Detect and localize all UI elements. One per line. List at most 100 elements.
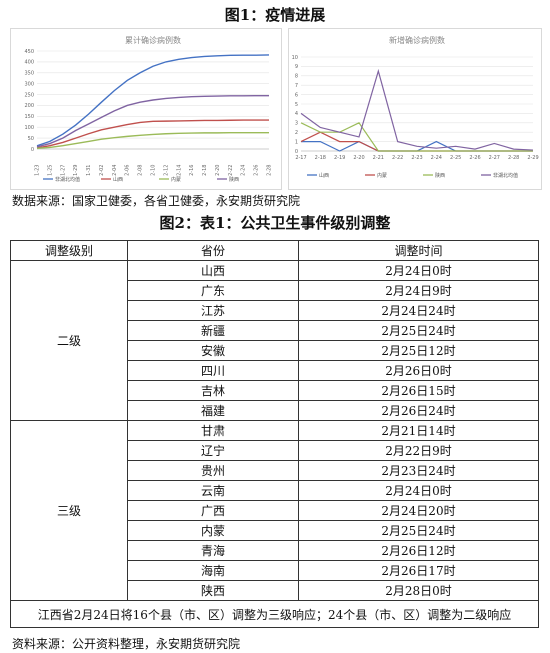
time-cell: 2月24日9时	[298, 280, 539, 301]
province-cell: 新疆	[127, 320, 299, 341]
table-header-row: 调整级别 省份 调整时间	[10, 240, 539, 261]
time-cell: 2月24日0时	[298, 480, 539, 501]
time-cell: 2月21日14时	[298, 420, 539, 441]
table-note-row: 江西省2月24日将16个县（市、区）调整为三级响应；24个县（市、区）调整为二级…	[10, 600, 539, 628]
chart2-y-tick-label: 10	[292, 55, 298, 61]
chart1-series-line-1	[36, 119, 269, 149]
province-cell: 吉林	[127, 380, 299, 401]
time-cell: 2月24日24时	[298, 300, 539, 321]
chart1-legend-label: 陕西	[229, 176, 239, 183]
time-cell: 2月22日9时	[298, 440, 539, 461]
chart2-y-tick-label: 5	[295, 102, 298, 108]
chart1-legend-label: 非湖北均值	[55, 176, 80, 183]
table-row: 贵州 2月23日24时	[11, 460, 539, 481]
table-row: 广西 2月24日20时	[11, 500, 539, 521]
cumulative-cases-chart: 累计确诊病例数 0 50 100 150 200 250 300 350 400 450 1-23 1-…	[10, 28, 282, 190]
chart1-x-tick-label: 2-26	[254, 165, 260, 176]
chart2-y-tick-label: 8	[295, 74, 298, 80]
chart2-x-tick-label: 2-22	[392, 155, 403, 161]
chart1-y-tick-label: 400	[24, 60, 34, 66]
province-cell: 青海	[127, 540, 299, 561]
chart1-x-tick-label: 2-22	[228, 165, 234, 176]
time-cell: 2月25日12时	[298, 340, 539, 361]
chart1-x-tick-label: 1-31	[86, 165, 92, 176]
chart2-x-tick-label: 2-28	[508, 155, 519, 161]
chart2-y-tick-label: 9	[295, 64, 298, 70]
figure2-title: 图2：表1：公共卫生事件级别调整	[159, 214, 391, 232]
chart1-x-tick-label: 2-18	[202, 165, 208, 176]
chart2-title: 新增确诊病例数	[389, 35, 445, 45]
time-cell: 2月28日0时	[298, 580, 539, 601]
chart2-x-tick-label: 2-29	[527, 155, 538, 161]
chart2-x-tick-label: 2-25	[450, 155, 461, 161]
chart2-legend-label: 非湖北均值	[493, 172, 518, 179]
province-cell: 安徽	[127, 340, 299, 361]
chart2-legend-label: 山西	[319, 172, 329, 179]
province-cell: 陕西	[127, 580, 299, 601]
province-cell: 甘肃	[127, 420, 299, 441]
chart1-x-tick-label: 2-04	[112, 165, 118, 176]
header-province: 省份	[127, 240, 299, 261]
chart2-legend-label: 内蒙	[377, 172, 387, 179]
chart1-series-line-2	[36, 131, 269, 150]
header-level: 调整级别	[10, 240, 128, 261]
chart1-x-tick-label: 2-20	[215, 165, 221, 176]
time-cell: 2月25日24时	[298, 520, 539, 541]
table-note: 江西省2月24日将16个县（市、区）调整为三级响应；24个县（市、区）调整为二级…	[10, 600, 539, 628]
chart2-x-tick-label: 2-17	[295, 155, 306, 161]
chart1-y-tick-label: 50	[28, 136, 34, 142]
chart2-series-line-3	[300, 68, 534, 151]
figure1-title: 图1：疫情进展	[224, 6, 326, 24]
table-row: 海南 2月26日17时	[11, 560, 539, 581]
table-row: 四川 2月26日0时	[11, 360, 539, 381]
table-row: 江苏 2月24日24时	[11, 300, 539, 321]
chart1-series-line-3	[36, 94, 269, 148]
table-row: 云南 2月24日0时	[11, 480, 539, 501]
province-cell: 广西	[127, 500, 299, 521]
time-cell: 2月26日12时	[298, 540, 539, 561]
table-row: 安徽 2月25日12时	[11, 340, 539, 361]
province-cell: 广东	[127, 280, 299, 301]
chart1-x-tick-label: 2-12	[163, 165, 169, 176]
cumulative-cases-svg: 累计确诊病例数 0 50 100 150 200 250 300 350 400 450 1-23 1-…	[24, 35, 272, 183]
chart2-legend-label: 陕西	[435, 172, 445, 179]
province-cell: 云南	[127, 480, 299, 501]
chart1-x-tick-label: 1-29	[73, 165, 79, 176]
chart1-y-tick-label: 0	[31, 147, 34, 153]
province-cell: 贵州	[127, 460, 299, 481]
chart1-y-tick-label: 100	[24, 125, 34, 131]
chart1-x-tick-label: 2-08	[138, 165, 144, 176]
table-body: 二级 山西 2月24日0时 广东 2月24日9时 江苏 2月24日24时 新疆 2月25日24时…	[10, 260, 539, 628]
chart2-y-tick-label: 2	[295, 130, 298, 136]
chart2-y-tick-label: 1	[295, 139, 298, 145]
chart1-y-tick-label: 150	[24, 114, 34, 120]
time-cell: 2月26日24时	[298, 400, 539, 421]
time-cell: 2月26日17时	[298, 560, 539, 581]
level-cell: 二级	[10, 260, 128, 421]
province-cell: 四川	[127, 360, 299, 381]
chart1-series-line-0	[36, 54, 270, 147]
province-cell: 江苏	[127, 300, 299, 321]
level-cell: 三级	[10, 420, 128, 601]
chart1-x-tick-label: 1-23	[35, 165, 41, 176]
chart2-x-tick-label: 2-20	[353, 155, 364, 161]
chart1-y-tick-label: 300	[24, 81, 34, 87]
chart2-x-tick-label: 2-18	[315, 155, 326, 161]
time-cell: 2月24日20时	[298, 500, 539, 521]
chart1-y-tick-label: 200	[24, 103, 34, 109]
chart2-x-tick-label: 2-21	[373, 155, 384, 161]
time-cell: 2月26日0时	[298, 360, 539, 381]
province-cell: 内蒙	[127, 520, 299, 541]
table-row: 二级 山西 2月24日0时	[10, 260, 539, 421]
new-cases-chart: 新增确诊病例数 0 1 2 3 4 5 6 7 8 9 10 2-17 2-18 2-19 2-20 2-21 2…	[288, 28, 542, 190]
chart1-x-tick-label: 1-27	[60, 165, 66, 176]
time-cell: 2月23日24时	[298, 460, 539, 481]
table-row: 福建 2月26日24时	[11, 400, 539, 421]
chart1-x-tick-label: 2-16	[189, 165, 195, 176]
chart1-legend-label: 内蒙	[171, 176, 181, 183]
table-row: 三级 甘肃 2月21日14时	[10, 420, 539, 601]
figure2-source: 资料来源：公开资料整理，永安期货研究院	[12, 637, 241, 651]
chart2-x-tick-label: 2-27	[489, 155, 500, 161]
province-cell: 福建	[127, 400, 299, 421]
response-level-table: 调整级别 省份 调整时间 二级 山西 2月24日0时 广东 2月24日9时 江苏 2月24日…	[10, 240, 539, 628]
